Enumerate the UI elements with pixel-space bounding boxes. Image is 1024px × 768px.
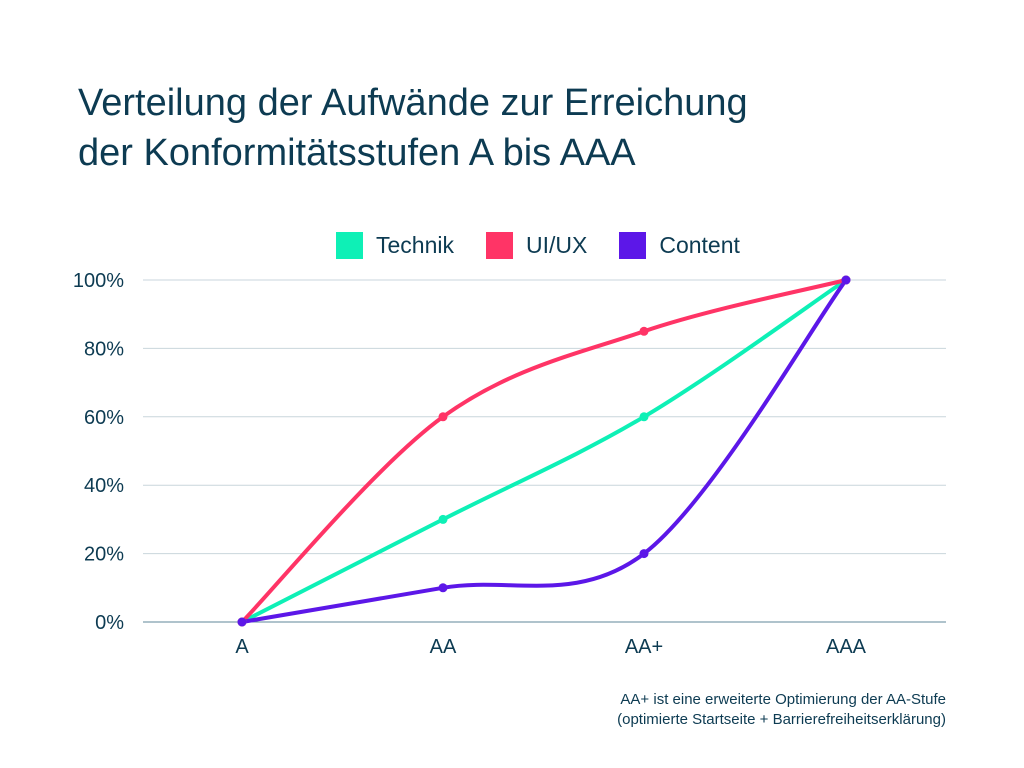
legend-label-uiux: UI/UX	[525, 232, 588, 258]
x-tick-label: AAA	[826, 636, 867, 658]
data-point-technik	[639, 412, 649, 422]
footnote-line-1: AA+ ist eine erweiterte Optimierung der …	[620, 691, 946, 708]
legend-label-content: Content	[659, 232, 740, 258]
y-tick-label: 60%	[84, 407, 124, 429]
series-line-technik	[241, 278, 848, 624]
data-point-technik	[438, 514, 448, 524]
legend-item-content: Content	[619, 232, 740, 259]
y-tick-label: 100%	[73, 270, 124, 292]
x-tick-label: AA+	[625, 636, 663, 658]
y-tick-label: 20%	[84, 544, 124, 566]
data-point-content	[841, 275, 851, 285]
data-point-content	[639, 549, 649, 559]
legend-swatch-content	[619, 232, 647, 259]
data-point-content	[438, 583, 448, 593]
legend-item-technik: Technik	[336, 232, 454, 259]
y-tick-label: 0%	[95, 612, 124, 634]
series-line-content	[241, 278, 848, 624]
legend: Technik UI/UX Content	[336, 232, 740, 259]
data-point-content	[237, 617, 247, 627]
x-tick-label: A	[235, 636, 249, 658]
legend-item-uiux: UI/UX	[485, 232, 588, 259]
y-tick-label: 40%	[84, 475, 124, 497]
data-point-uiux	[639, 326, 649, 336]
chart-title: Verteilung der Aufwände zur Erreichung d…	[78, 78, 748, 178]
legend-swatch-uiux	[485, 232, 513, 259]
y-tick-label: 80%	[84, 338, 124, 360]
legend-swatch-technik	[336, 232, 363, 259]
x-tick-label: AA	[430, 636, 457, 658]
title-line-1: Verteilung der Aufwände zur Erreichung	[78, 82, 748, 124]
data-point-uiux	[438, 412, 448, 422]
legend-label-technik: Technik	[376, 232, 454, 258]
title-line-2: der Konformitätsstufen A bis AAA	[78, 132, 636, 174]
series-line-uiux	[240, 278, 847, 624]
footnote-line-2: (optimierte Startseite + Barrierefreihei…	[617, 711, 946, 728]
footnote: AA+ ist eine erweiterte Optimierung der …	[617, 690, 946, 730]
